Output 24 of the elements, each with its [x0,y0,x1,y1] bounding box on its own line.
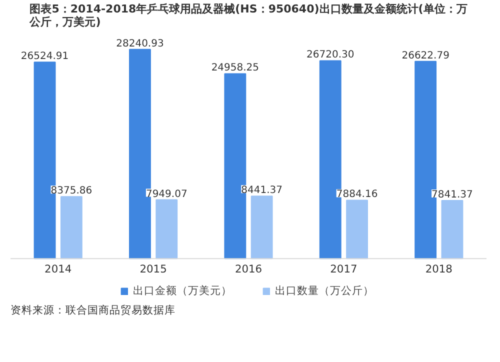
bar [346,200,368,260]
text: 资料来源：联合国商品贸易数据库 [10,304,176,316]
chart-title: 图表5：2014-2018年乒乓球用品及器械(HS：950640)出口数量及金额统计(单位：万公斤，万美元) [28,2,468,28]
legend-label: 出口数量（万公斤） [275,284,374,298]
data-label: 7884.16 [336,189,378,200]
data-label: 26524.91 [20,51,69,62]
bar [60,196,82,260]
data-label: 8441.37 [241,185,283,196]
x-tick-label: 2016 [234,262,262,276]
data-label: 26720.30 [306,50,354,61]
x-tick-label: 2015 [140,262,167,276]
data-label: 24958.25 [211,62,260,74]
data-label: 26622.79 [402,50,450,62]
data-label: 8375.86 [50,186,92,197]
x-tick-label: 2018 [425,262,453,276]
x-tick-label: 2017 [330,262,358,276]
bar [156,199,178,260]
legend-label: 出口金额（万美元） [133,284,232,298]
bar [250,196,273,260]
data-label: 28240.93 [116,38,164,50]
bar [441,200,464,260]
data-label: 7841.37 [432,190,473,201]
data-label: 7949.07 [146,188,188,200]
x-tick-label: 2014 [44,262,72,276]
